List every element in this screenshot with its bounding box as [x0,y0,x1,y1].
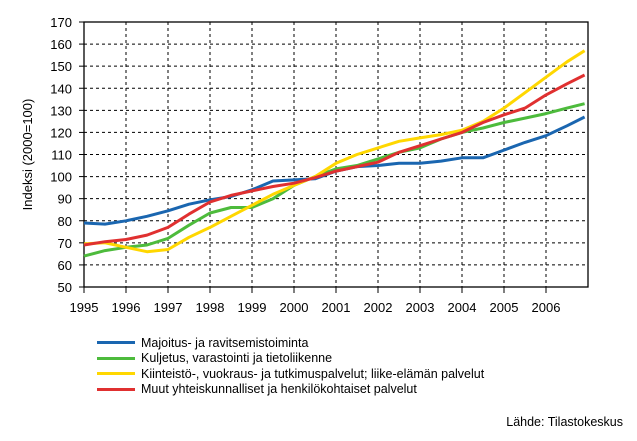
x-tick-label: 2001 [322,300,351,315]
legend-label: Majoitus- ja ravitsemistoiminta [141,335,309,350]
legend-swatch [97,341,135,345]
legend-swatch [97,372,135,376]
x-tick-label: 1995 [70,300,99,315]
y-tick-label: 60 [58,258,72,273]
legend-label: Kuljetus, varastointi ja tietoliikenne [141,351,333,366]
line-chart: 50 60 70 80 90 100 110 120 130 140 150 160 170 1995 19… [20,15,589,315]
x-tick-label: 1997 [154,300,183,315]
y-tick-label: 140 [50,81,72,96]
plot-frame [83,21,589,288]
legend-swatch [97,387,135,391]
y-tick-label: 130 [50,103,72,118]
legend-label: Kiinteistö-, vuokraus- ja tutkimuspalvel… [141,366,485,381]
series-line-2 [83,102,585,258]
y-tick-label: 70 [58,236,72,251]
y-tick-label: 80 [58,214,72,229]
x-tick-label: 1996 [112,300,141,315]
legend: Majoitus- ja ravitsemistoiminta Kuljetus,… [97,335,484,397]
y-tick-label: 120 [50,125,72,140]
y-axis-label: Indeksi (2000=100) [20,99,35,211]
legend-item: Kuljetus, varastointi ja tietoliikenne [97,351,484,367]
legend-swatch [97,356,135,360]
y-tick-label: 160 [50,37,72,52]
x-tick-label: 2005 [490,300,519,315]
source-note: Lähde: Tilastokeskus [506,415,623,429]
legend-item: Muut yhteiskunnalliset ja henkilökohtais… [97,382,484,398]
y-tick-label: 100 [50,170,72,185]
y-tick-label: 90 [58,192,72,207]
x-tick-label: 1998 [196,300,225,315]
legend-label: Muut yhteiskunnalliset ja henkilökohtais… [141,382,417,397]
y-tick-label: 110 [51,148,72,163]
legend-item: Kiinteistö-, vuokraus- ja tutkimuspalvel… [97,366,484,382]
series-line-4 [83,73,586,247]
series-line-3 [83,49,586,254]
x-tick-label: 2003 [406,300,435,315]
x-tick-label: 2000 [280,300,309,315]
x-tick-label: 2002 [364,300,393,315]
x-tick-label: 2004 [448,300,477,315]
y-tick-label: 150 [50,59,72,74]
legend-item: Majoitus- ja ravitsemistoiminta [97,335,484,351]
y-tick-label: 170 [50,15,72,30]
x-tick-label: 2006 [532,300,561,315]
x-tick-label: 1999 [238,300,267,315]
y-tick-label: 50 [58,280,72,295]
